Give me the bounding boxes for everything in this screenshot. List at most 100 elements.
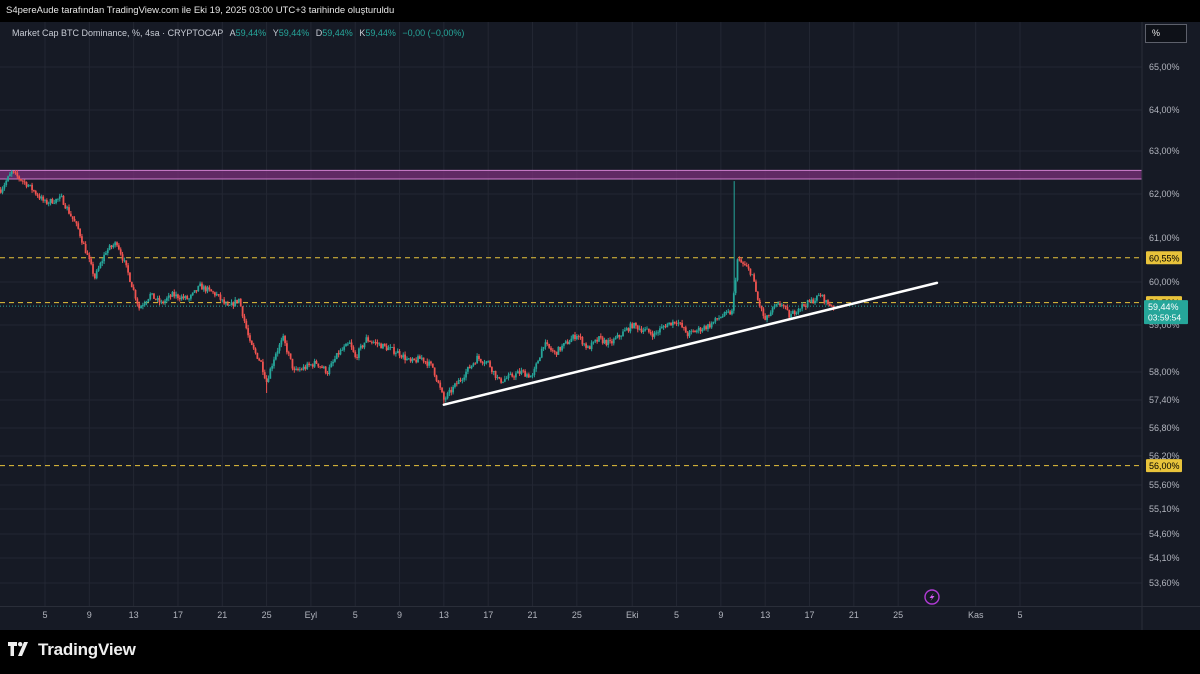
candle-body: [531, 374, 534, 376]
candle-body: [60, 195, 63, 197]
x-axis: 5 9 13 17 21 25 Eyl 5 9 13 17 21 25 Eki 5 9 13 17 21 25 Kas 5: [0, 606, 1200, 620]
candle-body: [470, 365, 473, 369]
candle-body: [692, 330, 695, 332]
candle-body: [143, 303, 146, 306]
candle-body: [731, 310, 733, 315]
candle-body: [47, 202, 50, 204]
legend-symbol[interactable]: Market Cap BTC Dominance, %: [12, 28, 141, 38]
candle-body: [719, 317, 722, 319]
candle-body: [293, 368, 296, 370]
candle-body: [280, 340, 283, 345]
candle-body: [132, 287, 135, 290]
candle-body: [352, 347, 355, 353]
y-tick-label: 63,00%: [1149, 146, 1180, 156]
price-chart[interactable]: 65,00% 64,00% 63,00% 62,00% 61,00% 60,00% 59,0…: [0, 22, 1200, 630]
candle-body: [611, 341, 613, 344]
candle-body: [361, 345, 364, 348]
candle-body: [365, 337, 368, 343]
brand[interactable]: TradingView: [8, 640, 136, 660]
candle-body: [599, 336, 602, 338]
candle-body: [701, 329, 704, 332]
candle-body: [714, 318, 717, 322]
candle-body: [382, 343, 384, 349]
candle-body: [269, 368, 272, 379]
candle-body: [559, 346, 562, 351]
candle-body: [535, 363, 538, 369]
candle-body: [393, 347, 395, 354]
candle-body: [760, 306, 763, 309]
lightning-alert-icon[interactable]: [924, 589, 940, 605]
candle-body: [806, 300, 809, 307]
candle-body: [97, 268, 100, 271]
candle-body: [213, 292, 216, 296]
candle-body: [106, 249, 109, 254]
candle-body: [256, 352, 259, 359]
candle-body: [424, 361, 427, 363]
candle-body: [699, 327, 702, 332]
candle-body: [195, 290, 198, 292]
candle-body: [588, 346, 591, 350]
candle-body: [262, 361, 264, 373]
candle-body: [350, 342, 353, 348]
candle-body: [245, 320, 248, 329]
candle-body: [786, 306, 789, 310]
candle-body: [341, 349, 344, 351]
candle-body: [472, 363, 475, 366]
x-tick-label: Kas: [968, 610, 984, 620]
candle-body: [631, 323, 634, 329]
candle-body: [769, 312, 772, 317]
candle-body: [25, 182, 28, 187]
x-tick-label: 17: [173, 610, 183, 620]
x-tick-label: 25: [262, 610, 272, 620]
candle-body: [426, 361, 429, 366]
candle-body: [418, 356, 421, 359]
candle-body: [636, 325, 639, 330]
candle-body: [337, 353, 340, 355]
candle-body: [90, 259, 93, 265]
candle-body: [520, 370, 523, 374]
chart-pane[interactable]: [0, 22, 1200, 630]
candle-body: [623, 330, 626, 332]
candle-body: [274, 353, 277, 360]
candle-body: [153, 293, 155, 299]
candle-body: [594, 339, 597, 342]
candle-body: [193, 290, 196, 293]
candle-body: [647, 328, 650, 332]
candle-body: [548, 344, 551, 348]
candle-body: [575, 336, 578, 340]
candle-body: [779, 303, 781, 306]
candle-body: [367, 337, 370, 342]
x-tick-label: Eki: [626, 610, 639, 620]
candle-body: [169, 295, 172, 297]
candle-body: [398, 351, 401, 356]
candle-body: [703, 326, 706, 330]
candle-body: [550, 347, 552, 351]
candle-body: [186, 295, 189, 300]
top-bar: S4pereAude tarafından TradingView.com il…: [0, 0, 1200, 22]
candle-body: [505, 378, 508, 379]
candle-body: [745, 265, 748, 267]
legend-interval: 4sa: [145, 28, 160, 38]
percent-scale-button[interactable]: %: [1145, 24, 1187, 43]
candle-body: [775, 304, 778, 306]
candle-body: [592, 341, 595, 343]
candle-body: [372, 342, 375, 344]
candle-body: [448, 389, 451, 394]
y-tick-label: 54,60%: [1149, 529, 1180, 539]
candle-body: [210, 289, 213, 292]
candle-body: [801, 304, 804, 309]
candle-body: [481, 361, 484, 364]
candle-body: [814, 300, 816, 304]
candle-body: [585, 343, 587, 348]
legend-open-label: A: [229, 28, 236, 38]
candle-body: [86, 253, 89, 255]
y-tick-label: 54,10%: [1149, 553, 1180, 563]
candle-body: [673, 321, 676, 324]
candle-body: [250, 340, 253, 345]
candles: [0, 169, 835, 405]
candle-body: [45, 200, 48, 204]
candle-body: [747, 266, 750, 269]
candle-body: [616, 335, 619, 338]
symbol-legend[interactable]: Market Cap BTC Dominance, %, 4sa · CRYPT…: [12, 28, 465, 38]
snapshot-credit: S4pereAude tarafından TradingView.com il…: [6, 5, 395, 16]
